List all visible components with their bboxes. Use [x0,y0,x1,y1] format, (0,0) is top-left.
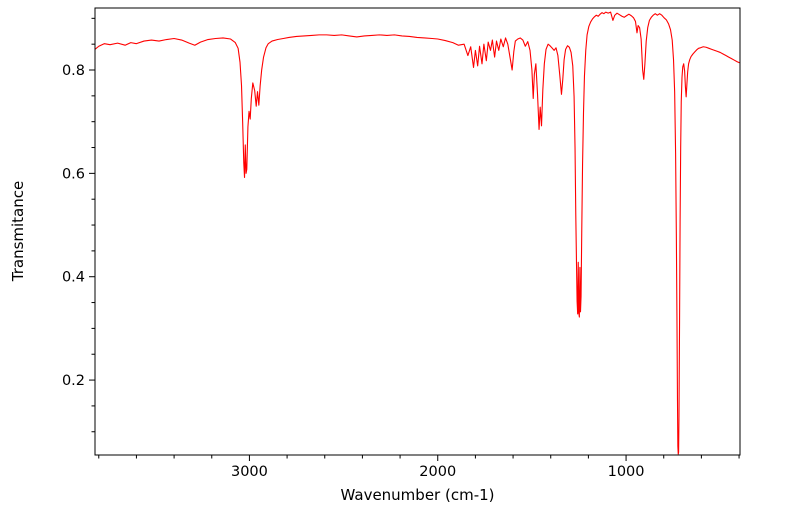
y-tick-label: 0.6 [62,166,85,182]
x-tick-label: 1000 [608,464,645,480]
y-axis-label: Transmitance [9,180,27,282]
x-axis-label: Wavenumber (cm-1) [340,486,495,504]
x-tick-label: 3000 [231,464,268,480]
y-tick-label: 0.4 [62,270,85,286]
plot-border [94,7,741,456]
x-tick-label: 2000 [419,464,456,480]
y-tick-label: 0.8 [62,63,85,79]
y-tick-label: 0.2 [62,373,85,389]
spectrum-line [95,11,740,455]
